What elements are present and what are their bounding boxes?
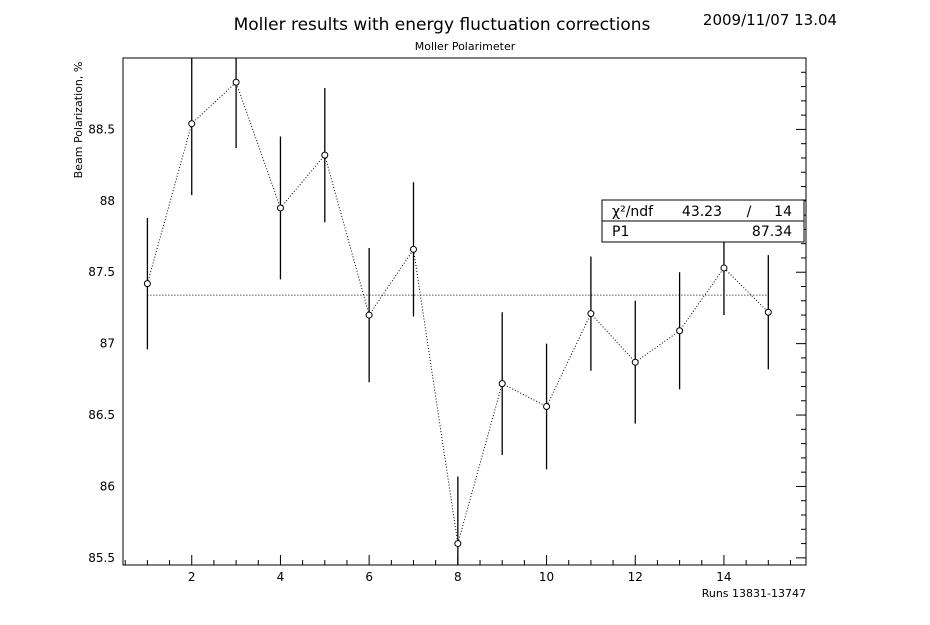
data-point <box>587 310 595 318</box>
chi2-value: 43.23 <box>682 204 722 220</box>
y-tick-label: 88 <box>100 194 115 208</box>
x-axis-label: Runs 13831-13747 <box>702 587 806 600</box>
data-point <box>321 151 329 159</box>
timestamp: 2009/11/07 13.04 <box>703 11 837 29</box>
x-tick-label: 4 <box>277 570 285 584</box>
y-axis: 85.5 86 86.5 87 87.5 88 88.5 <box>88 71 806 565</box>
chi2-separator: / <box>747 204 752 220</box>
data-point <box>365 311 373 319</box>
data-point <box>143 280 151 288</box>
data-point <box>409 245 417 253</box>
chi2-label: χ²/ndf <box>612 204 654 220</box>
x-tick-label: 8 <box>454 570 462 584</box>
data-points <box>143 78 772 548</box>
data-point <box>764 308 772 316</box>
data-point <box>543 402 551 410</box>
figure-title: Moller results with energy fluctuation c… <box>234 15 651 35</box>
y-tick-label: 88.5 <box>88 122 115 136</box>
data-point <box>276 204 284 212</box>
data-point <box>676 327 684 335</box>
plot-frame <box>122 57 807 566</box>
x-tick-label: 12 <box>628 570 643 584</box>
y-tick-label: 86 <box>100 479 115 493</box>
data-point <box>720 264 728 272</box>
data-point <box>631 358 639 366</box>
ndf-value: 14 <box>774 204 792 220</box>
error-bars <box>146 58 769 565</box>
y-tick-label: 87.5 <box>88 265 115 279</box>
y-tick-label: 86.5 <box>88 408 115 422</box>
x-tick-label: 10 <box>539 570 554 584</box>
x-tick-label: 2 <box>188 570 196 584</box>
y-tick-label: 85.5 <box>88 551 115 565</box>
series-line <box>146 81 769 544</box>
p1-value: 87.34 <box>752 224 792 240</box>
x-axis: 2 4 6 8 10 12 14 <box>124 555 791 584</box>
stats-box: χ²/ndf 43.23 / 14 P1 87.34 <box>601 199 806 243</box>
p1-label: P1 <box>612 224 629 240</box>
plot-title: Moller Polarimeter <box>415 40 516 53</box>
x-tick-label: 6 <box>365 570 373 584</box>
y-axis-label: Beam Polarization, % <box>72 62 85 179</box>
data-point <box>454 540 462 548</box>
data-point <box>232 78 240 86</box>
data-point <box>188 120 196 128</box>
x-tick-label: 14 <box>716 570 731 584</box>
data-point <box>498 380 506 388</box>
y-tick-label: 87 <box>100 337 115 351</box>
